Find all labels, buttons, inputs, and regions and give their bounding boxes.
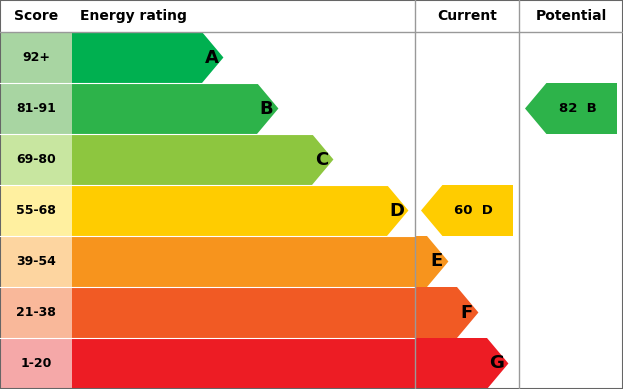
Text: G: G: [489, 354, 504, 373]
Polygon shape: [525, 83, 617, 134]
Text: Potential: Potential: [535, 9, 607, 23]
Polygon shape: [72, 236, 449, 287]
Text: 21-38: 21-38: [16, 306, 56, 319]
Text: C: C: [315, 151, 328, 168]
Text: B: B: [260, 100, 273, 117]
Text: 1-20: 1-20: [21, 357, 52, 370]
Text: 82  B: 82 B: [559, 102, 596, 115]
Text: D: D: [389, 202, 404, 219]
Text: 60  D: 60 D: [454, 204, 493, 217]
Polygon shape: [72, 83, 278, 134]
Polygon shape: [72, 185, 409, 236]
Text: 39-54: 39-54: [16, 255, 56, 268]
Text: 81-91: 81-91: [16, 102, 56, 115]
Text: A: A: [205, 49, 219, 67]
Text: 92+: 92+: [22, 51, 50, 64]
Text: Current: Current: [437, 9, 497, 23]
Text: Energy rating: Energy rating: [80, 9, 187, 23]
Text: E: E: [430, 252, 443, 270]
Bar: [0, 0, 623, 32]
Bar: [0, 287, 72, 338]
Polygon shape: [421, 185, 513, 236]
Bar: [0, 236, 72, 287]
Text: 69-80: 69-80: [16, 153, 56, 166]
Bar: [0, 338, 72, 389]
Bar: [0, 83, 72, 134]
Bar: [0, 134, 72, 185]
Bar: [0, 32, 72, 83]
Polygon shape: [72, 338, 508, 389]
Polygon shape: [72, 32, 224, 83]
Text: 55-68: 55-68: [16, 204, 56, 217]
Text: F: F: [460, 303, 473, 321]
Bar: [0, 185, 72, 236]
Text: Score: Score: [14, 9, 58, 23]
Polygon shape: [72, 287, 478, 338]
Polygon shape: [72, 134, 333, 185]
